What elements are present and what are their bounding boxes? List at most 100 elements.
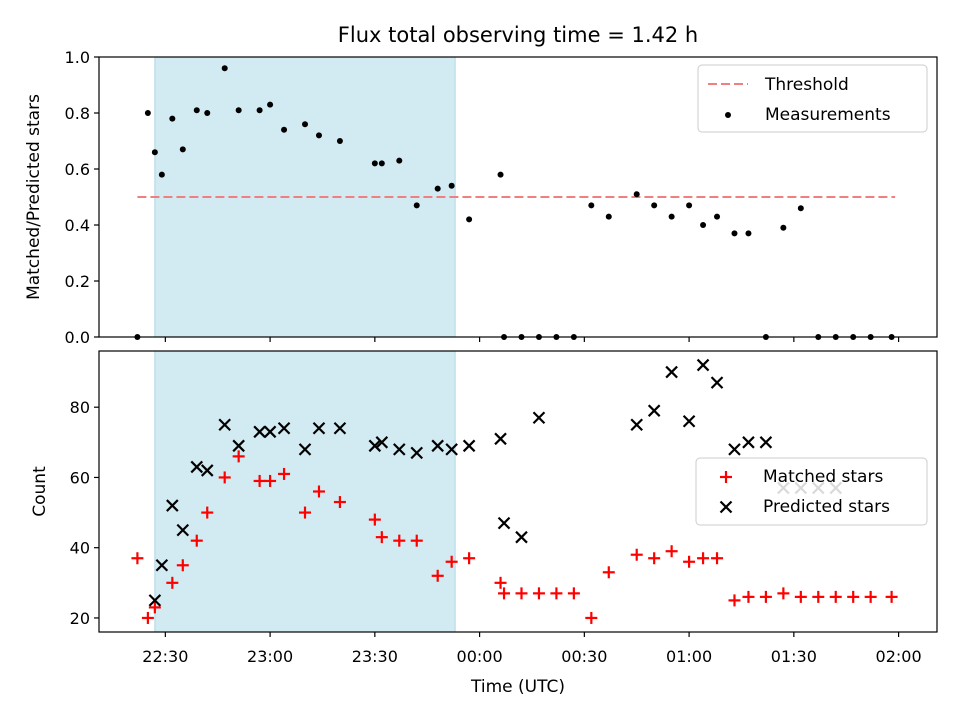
matched-stars-point — [431, 569, 444, 582]
predicted-stars-point — [393, 443, 406, 456]
predicted-stars-point — [333, 421, 347, 435]
predicted-stars-point — [312, 421, 326, 435]
top-y-tick-label: 0.0 — [65, 328, 90, 347]
measurements-point — [144, 110, 151, 116]
predicted-stars-point — [728, 443, 741, 456]
matched-stars-point — [683, 555, 696, 568]
measurements-point — [158, 171, 165, 178]
matched-stars-point — [847, 590, 860, 603]
measurements-point — [466, 216, 473, 223]
measurements-point — [235, 107, 242, 114]
matched-stars-point — [141, 611, 154, 624]
predicted-stars-point — [515, 530, 528, 544]
measurements-point — [151, 149, 158, 156]
measurements-point — [714, 213, 721, 220]
legend-label: Threshold — [764, 75, 849, 95]
matched-stars-point — [264, 474, 277, 487]
measurements-point — [668, 213, 675, 220]
matched-stars-point — [333, 496, 346, 509]
measurements-point — [396, 157, 403, 164]
x-tick-label: 01:00 — [666, 647, 712, 666]
matched-stars-point — [190, 534, 203, 547]
matched-stars-point — [829, 590, 842, 603]
matched-stars-point — [445, 555, 458, 568]
matched-stars-point — [131, 552, 144, 565]
x-tick-label: 23:00 — [247, 647, 293, 666]
top-y-tick-label: 1.0 — [65, 48, 90, 67]
matched-stars-point — [630, 548, 643, 561]
matched-stars-point — [393, 534, 406, 547]
matched-stars-point — [253, 474, 266, 487]
measurements-point — [193, 107, 200, 114]
bottom-y-tick-label: 40 — [70, 539, 90, 558]
measurements-point — [434, 185, 441, 192]
predicted-stars-point — [710, 376, 724, 389]
matched-stars-point — [494, 576, 507, 589]
matched-stars-point — [463, 552, 476, 565]
x-tick-label: 23:30 — [352, 647, 398, 666]
measurements-point — [256, 107, 263, 114]
predicted-stars-point — [232, 439, 245, 453]
predicted-stars-point — [166, 499, 179, 512]
legend-label: Matched stars — [763, 467, 883, 487]
matched-stars-point — [567, 587, 580, 600]
bottom-y-tick-label: 60 — [70, 468, 90, 487]
top-y-tick-label: 0.2 — [65, 272, 90, 291]
top-y-tick-label: 0.4 — [65, 216, 90, 235]
predicted-stars-point — [375, 436, 389, 449]
bottom-y-axis-label: Count — [30, 466, 50, 517]
measurements-point — [651, 202, 658, 209]
legend-matched-swatch — [720, 471, 732, 483]
matched-stars-point — [201, 506, 214, 519]
matched-stars-point — [232, 450, 245, 463]
top-y-tick-label: 0.6 — [65, 160, 90, 179]
matched-stars-point — [728, 594, 741, 607]
matched-stars-point — [218, 471, 231, 484]
matched-stars-point — [742, 590, 755, 603]
x-tick-label: 01:30 — [771, 647, 817, 666]
predicted-stars-point — [176, 523, 190, 537]
bottom-panel: 20 40 60 80 22:30 23:00 23:30 00:00 00:30 01:00 01… — [30, 350, 938, 666]
bottom-shaded-interval — [154, 350, 456, 633]
x-tick-label: 00:30 — [561, 647, 607, 666]
predicted-stars-point — [190, 460, 204, 474]
predicted-stars-point — [462, 439, 476, 453]
measurements-point — [797, 205, 804, 212]
matched-stars-point — [711, 552, 724, 565]
measurements-point — [413, 202, 420, 209]
predicted-stars-point — [759, 436, 773, 449]
matched-stars-point — [515, 587, 528, 600]
matched-stars-point — [864, 590, 877, 603]
x-tick-label: 22:30 — [142, 647, 188, 666]
measurements-point — [378, 160, 385, 167]
measurements-point — [221, 65, 228, 72]
matched-stars-point — [532, 587, 545, 600]
top-y-tick-label: 0.8 — [65, 104, 90, 123]
matched-stars-point — [166, 576, 179, 589]
matched-stars-point — [759, 590, 772, 603]
matched-stars-point — [665, 545, 678, 558]
predicted-stars-point — [410, 446, 424, 460]
matched-stars-point — [368, 513, 381, 526]
matched-stars-point — [812, 590, 825, 603]
predicted-stars-point — [630, 418, 643, 432]
predicted-stars-point — [497, 516, 511, 530]
predicted-stars-point — [445, 443, 458, 456]
predicted-stars-point — [665, 365, 678, 379]
predicted-stars-point — [696, 358, 710, 372]
bottom-y-tick-label: 20 — [70, 609, 90, 628]
matched-stars-point — [648, 552, 661, 565]
matched-stars-point — [885, 590, 898, 603]
predicted-stars-point — [647, 404, 661, 417]
x-tick-label: 00:00 — [457, 647, 503, 666]
predicted-stars-point — [494, 432, 507, 446]
measurements-point — [371, 160, 378, 167]
measurements-point — [497, 171, 504, 178]
predicted-stars-point — [368, 439, 382, 453]
measurements-point — [169, 115, 176, 122]
predicted-stars-point — [148, 594, 162, 607]
chart-title: Flux total observing time = 1.42 h — [338, 23, 698, 47]
measurements-point — [448, 182, 455, 189]
predicted-stars-point — [253, 425, 266, 439]
